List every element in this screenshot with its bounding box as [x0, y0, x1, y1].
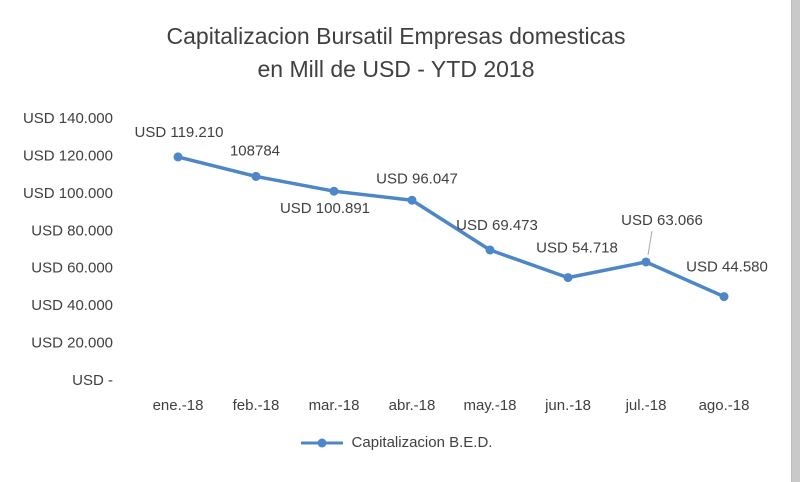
y-axis-tick-label: USD 80.000 — [31, 222, 113, 239]
chart-title-line2: en Mill de USD - YTD 2018 — [257, 56, 535, 82]
data-label: USD 44.580 — [686, 259, 768, 276]
y-axis-tick-label: USD 100.000 — [23, 185, 113, 202]
right-scrollbar[interactable] — [791, 0, 800, 482]
data-label: USD 69.473 — [456, 217, 538, 234]
x-axis-label: ene.-18 — [153, 397, 204, 414]
x-axis-label: mar.-18 — [309, 397, 360, 414]
x-axis-label: ago.-18 — [699, 397, 750, 414]
data-point — [173, 152, 183, 162]
x-axis-label: abr.-18 — [389, 397, 436, 414]
data-label: USD 119.210 — [135, 124, 224, 141]
chart-legend: Capitalizacion B.E.D. — [0, 434, 792, 451]
series-line — [176, 155, 726, 299]
data-label: USD 96.047 — [376, 170, 458, 187]
y-axis-tick-label: USD 20.000 — [31, 335, 113, 352]
data-label: USD 100.891 — [280, 200, 370, 217]
y-axis-tick-label: USD 140.000 — [23, 110, 113, 127]
legend-line-marker-icon — [300, 438, 343, 447]
x-axis-label: jun.-18 — [544, 397, 591, 414]
data-label: USD 54.718 — [536, 240, 618, 257]
data-label: USD 63.066 — [621, 212, 703, 229]
y-axis-tick-label: USD 40.000 — [31, 297, 113, 314]
x-axis-label: may.-18 — [463, 397, 516, 414]
y-axis-tick-label: USD 120.000 — [23, 147, 113, 164]
y-axis-tick-label: USD - — [72, 372, 113, 389]
chart-title-line1: Capitalizacion Bursatil Empresas domesti… — [166, 23, 626, 49]
legend-label: Capitalizacion B.E.D. — [351, 434, 493, 451]
chart-title: Capitalizacion Bursatil Empresas domesti… — [0, 20, 792, 86]
data-point — [251, 171, 261, 181]
data-label: 108784 — [230, 142, 280, 159]
data-point — [641, 257, 651, 267]
data-point — [719, 292, 729, 302]
data-point — [329, 186, 339, 196]
data-point — [407, 195, 417, 205]
data-point — [563, 273, 573, 283]
y-axis-tick-label: USD 60.000 — [31, 260, 113, 277]
callout-leader-line — [647, 230, 653, 256]
x-axis-label: feb.-18 — [233, 397, 280, 414]
x-axis-label: jul.-18 — [625, 397, 667, 414]
data-point — [485, 245, 495, 255]
